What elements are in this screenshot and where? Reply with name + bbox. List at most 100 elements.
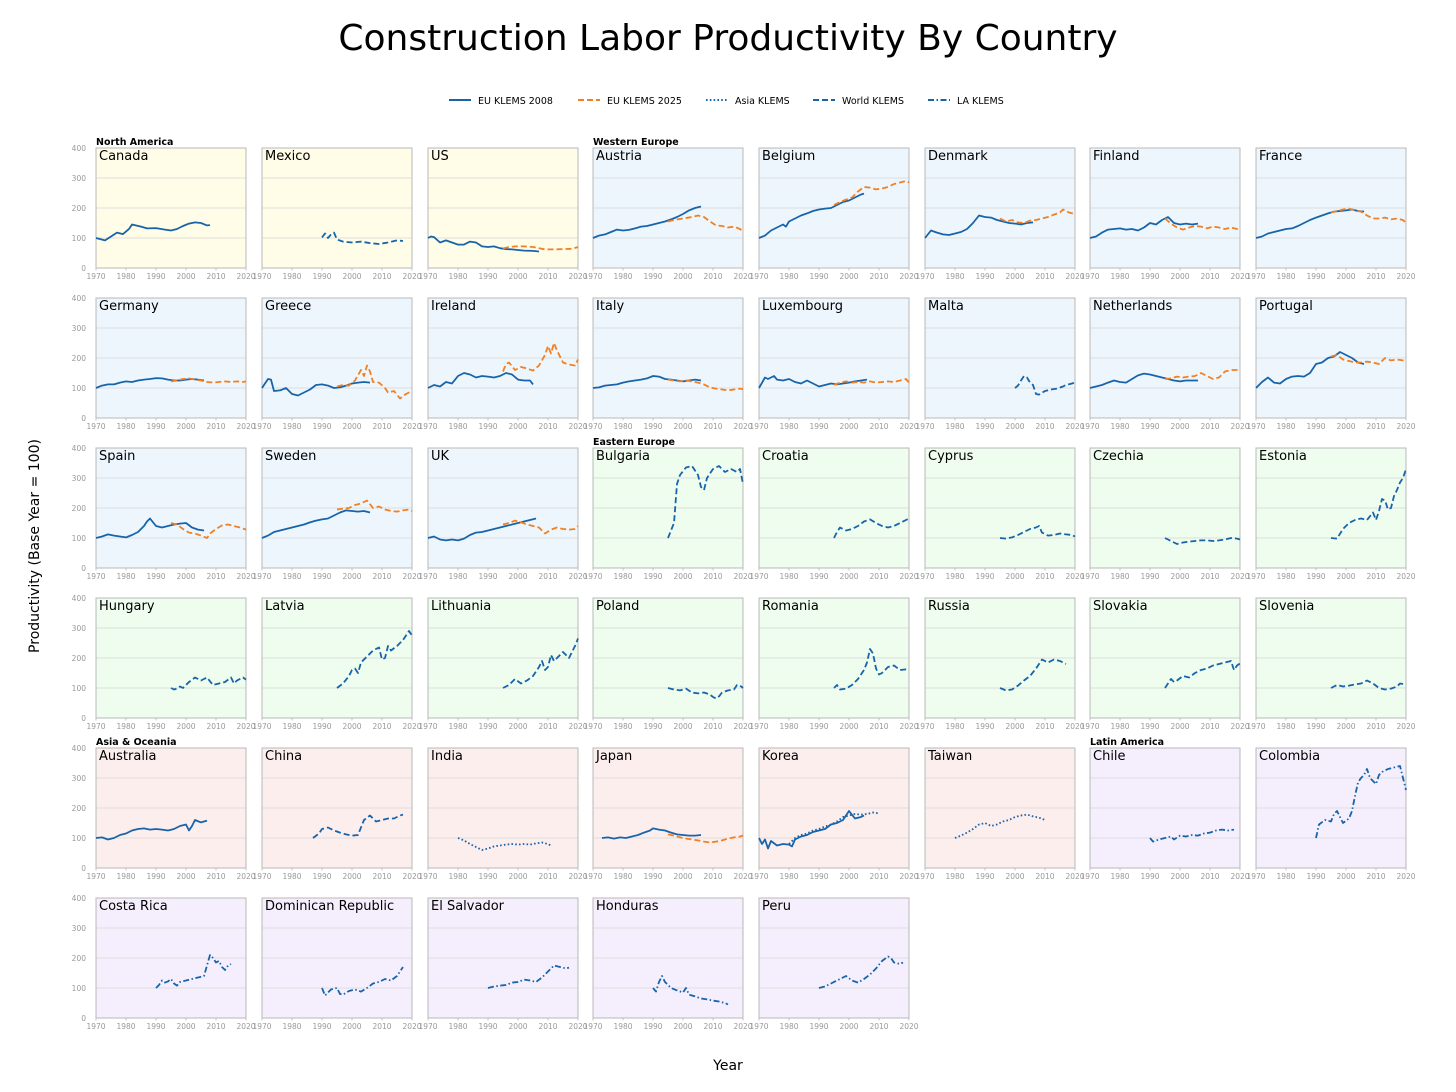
- x-tick-label: 2020: [568, 422, 587, 431]
- x-tick-label: 2020: [568, 1022, 587, 1031]
- x-tick-label: 1970: [86, 722, 105, 731]
- x-tick-label: 2000: [1336, 422, 1355, 431]
- series-line-eu-klems-2008: [758, 810, 865, 850]
- series-line-la-klems: [321, 966, 404, 997]
- panel-frame: [427, 747, 579, 869]
- x-tick-label: 1980: [613, 572, 632, 581]
- series-line-eu-klems-2008: [427, 517, 537, 542]
- legend-label-0: EU KLEMS 2008: [478, 96, 553, 107]
- series-line-world-klems: [999, 658, 1067, 692]
- x-tick-label: 2020: [899, 1022, 918, 1031]
- series-line-world-klems: [667, 684, 744, 700]
- x-tick-label: 2010: [206, 272, 225, 281]
- x-tick-label: 1990: [1140, 722, 1159, 731]
- series-line-asia-klems: [788, 811, 880, 845]
- panel-frame: [592, 147, 744, 269]
- x-tick-label: 1980: [613, 722, 632, 731]
- x-tick-label: 1970: [583, 722, 602, 731]
- x-tick-label: 1970: [1246, 272, 1265, 281]
- x-tick-label: 1980: [282, 872, 301, 881]
- series-line-asia-klems: [954, 813, 1046, 839]
- panel-frame: [261, 897, 413, 1019]
- panel-frame: [1255, 147, 1407, 269]
- x-tick-label: 1990: [146, 272, 165, 281]
- x-tick-label: 2000: [176, 572, 195, 581]
- x-tick-label: 1970: [749, 422, 768, 431]
- x-tick-label: 1980: [779, 422, 798, 431]
- x-tick-label: 1970: [915, 272, 934, 281]
- x-tick-label: 2000: [176, 872, 195, 881]
- y-tick-label: 400: [72, 444, 87, 453]
- panel-title: Spain: [99, 449, 135, 464]
- panel-title: Russia: [928, 599, 970, 614]
- x-tick-label: 2020: [236, 872, 255, 881]
- x-tick-label: 2000: [508, 722, 527, 731]
- y-tick-label: 100: [72, 384, 87, 393]
- x-tick-label: 1990: [312, 872, 331, 881]
- panel-frame: [261, 297, 413, 419]
- x-tick-label: 1970: [749, 572, 768, 581]
- y-tick-label: 400: [72, 744, 87, 753]
- y-tick-label: 300: [72, 474, 87, 483]
- x-tick-label: 1990: [809, 1022, 828, 1031]
- x-tick-label: 2010: [869, 572, 888, 581]
- x-tick-label: 2010: [1035, 722, 1054, 731]
- panel-title: Germany: [99, 299, 159, 314]
- panel-frame: [95, 297, 247, 419]
- series-line-world-klems: [833, 648, 910, 691]
- panel-el-salvador: 1970 1980 1990 2000 2010 2020 El Salvador: [418, 897, 588, 1031]
- y-axis-label: Productivity (Base Year = 100): [27, 439, 43, 653]
- x-tick-label: 1980: [1110, 572, 1129, 581]
- x-tick-label: 1990: [478, 572, 497, 581]
- x-tick-label: 1990: [146, 722, 165, 731]
- panel-frame: [95, 897, 247, 1019]
- x-tick-label: 2020: [402, 422, 421, 431]
- chart-title: Construction Labor Productivity By Count…: [338, 18, 1117, 59]
- panel-mexico: 1970 1980 1990 2000 2010 2020 Mexico: [252, 147, 422, 281]
- x-tick-label: 1990: [643, 272, 662, 281]
- panel-slovakia: 1970 1980 1990 2000 2010 2020 Slovakia: [1080, 597, 1250, 731]
- series-line-eu-klems-2008: [758, 375, 868, 389]
- x-tick-label: 2020: [733, 872, 752, 881]
- x-tick-label: 2000: [342, 272, 361, 281]
- panel-frame: [427, 297, 579, 419]
- x-tick-label: 2020: [1065, 422, 1084, 431]
- y-tick-label: 100: [72, 984, 87, 993]
- series-line-world-klems: [999, 525, 1076, 540]
- panel-frame: [1255, 747, 1407, 869]
- series-line-eu-klems-2008: [1255, 208, 1365, 239]
- y-tick-label: 0: [81, 264, 86, 273]
- y-tick-label: 300: [72, 624, 87, 633]
- panel-slovenia: 1970 1980 1990 2000 2010 2020 Slovenia: [1246, 597, 1416, 731]
- series-line-eu-klems-2025: [502, 519, 579, 535]
- x-tick-label: 2010: [1200, 722, 1219, 731]
- panel-china: 1970 1980 1990 2000 2010 2020 China: [252, 747, 422, 881]
- series-line-world-klems: [1164, 537, 1241, 545]
- x-tick-label: 2000: [839, 872, 858, 881]
- x-tick-label: 2010: [1200, 572, 1219, 581]
- x-tick-label: 2020: [1396, 722, 1415, 731]
- x-tick-label: 2010: [1366, 722, 1385, 731]
- x-tick-label: 1970: [915, 572, 934, 581]
- y-tick-label: 0: [81, 864, 86, 873]
- panel-lithuania: 1970 1980 1990 2000 2010 2020 Lithuania: [418, 597, 588, 731]
- x-tick-label: 2000: [176, 422, 195, 431]
- x-tick-label: 2000: [839, 722, 858, 731]
- x-tick-label: 1990: [1306, 422, 1325, 431]
- x-tick-label: 2000: [176, 1022, 195, 1031]
- x-tick-label: 2010: [538, 872, 557, 881]
- x-tick-label: 1980: [282, 272, 301, 281]
- x-tick-label: 2010: [869, 722, 888, 731]
- panel-title: India: [431, 749, 463, 764]
- x-tick-label: 1970: [418, 1022, 437, 1031]
- x-tick-label: 1970: [1080, 572, 1099, 581]
- x-tick-label: 2000: [342, 422, 361, 431]
- x-tick-label: 1980: [945, 722, 964, 731]
- x-tick-label: 1980: [448, 422, 467, 431]
- x-tick-label: 2020: [1065, 872, 1084, 881]
- series-line-eu-klems-2008: [427, 372, 534, 389]
- panel-frame: [1089, 747, 1241, 869]
- x-tick-label: 1970: [86, 1022, 105, 1031]
- x-tick-label: 2010: [1366, 572, 1385, 581]
- panel-frame: [1089, 447, 1241, 569]
